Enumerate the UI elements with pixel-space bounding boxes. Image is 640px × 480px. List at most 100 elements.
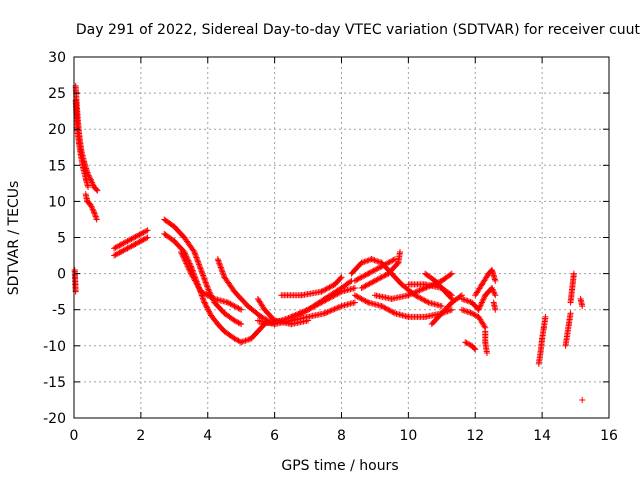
data-point xyxy=(362,272,369,279)
data-point xyxy=(382,272,389,279)
data-point xyxy=(319,287,326,294)
data-point xyxy=(231,335,238,342)
data-point xyxy=(214,256,221,263)
data-point xyxy=(144,227,151,234)
data-point xyxy=(202,278,209,285)
data-point xyxy=(438,303,445,310)
data-point xyxy=(236,320,243,327)
data-point xyxy=(205,286,212,293)
data-point xyxy=(369,268,376,275)
data-point xyxy=(127,243,134,250)
data-point xyxy=(381,304,388,311)
data-point xyxy=(281,316,288,323)
data-point xyxy=(463,308,470,315)
data-point xyxy=(409,290,416,297)
data-point xyxy=(206,309,213,316)
data-point xyxy=(417,286,424,293)
data-point xyxy=(200,296,207,303)
data-point xyxy=(234,304,241,311)
data-point xyxy=(207,293,214,300)
data-point xyxy=(129,242,136,249)
data-point xyxy=(476,303,483,310)
data-point xyxy=(363,282,370,289)
data-point xyxy=(292,312,299,319)
data-point xyxy=(579,396,586,403)
data-point xyxy=(389,257,396,264)
data-point xyxy=(373,277,380,284)
data-point xyxy=(117,248,124,255)
data-point xyxy=(374,276,381,283)
data-point xyxy=(417,295,424,302)
data-point xyxy=(204,304,211,311)
data-point xyxy=(184,263,191,270)
data-point xyxy=(111,252,118,259)
data-point xyxy=(325,308,332,315)
data-point xyxy=(204,292,211,299)
data-point xyxy=(379,303,386,310)
data-point xyxy=(422,298,429,305)
data-point xyxy=(218,267,225,274)
series-arc-7 xyxy=(161,216,245,328)
data-point xyxy=(120,240,127,247)
data-point xyxy=(94,187,101,194)
data-point xyxy=(111,245,118,252)
data-point xyxy=(424,298,431,305)
x-tick-label: 16 xyxy=(600,428,618,444)
data-point xyxy=(324,309,331,316)
data-point xyxy=(347,278,354,285)
data-point xyxy=(201,275,208,282)
data-point xyxy=(288,313,295,320)
data-point xyxy=(361,272,368,279)
data-point xyxy=(365,257,372,264)
data-point xyxy=(483,350,490,357)
data-point xyxy=(382,305,389,312)
data-point xyxy=(91,210,98,217)
data-point xyxy=(361,297,368,304)
data-point xyxy=(245,336,252,343)
data-point xyxy=(201,299,208,306)
data-point xyxy=(115,250,122,257)
data-point xyxy=(323,285,330,292)
data-point xyxy=(117,241,124,248)
data-point xyxy=(92,212,99,219)
data-point xyxy=(291,312,298,319)
data-point xyxy=(338,274,345,281)
data-point xyxy=(375,264,382,271)
data-point xyxy=(226,300,233,307)
data-point xyxy=(238,306,245,313)
x-tick-label: 8 xyxy=(337,428,346,444)
series-arc-24 xyxy=(458,306,489,331)
data-point xyxy=(87,202,94,209)
data-point xyxy=(383,305,390,312)
data-point xyxy=(232,318,239,325)
data-point xyxy=(357,274,364,281)
data-point xyxy=(394,260,401,267)
data-point xyxy=(230,302,237,309)
data-point xyxy=(383,260,390,267)
data-point xyxy=(298,309,305,316)
data-point xyxy=(235,305,242,312)
data-point xyxy=(461,296,468,303)
data-point xyxy=(112,244,119,251)
data-point xyxy=(206,292,213,299)
data-point xyxy=(129,235,136,242)
data-point xyxy=(92,213,99,220)
data-point xyxy=(216,260,223,267)
data-point xyxy=(198,288,205,295)
data-point xyxy=(358,295,365,302)
data-point xyxy=(377,264,384,271)
data-point xyxy=(238,339,245,346)
data-point xyxy=(542,313,549,320)
data-point xyxy=(199,289,206,296)
data-point xyxy=(203,282,210,289)
data-point xyxy=(128,235,135,242)
series-arc-31 xyxy=(535,313,549,367)
data-point xyxy=(139,237,146,244)
data-point xyxy=(89,179,96,186)
data-point xyxy=(137,230,144,237)
data-point xyxy=(375,258,382,265)
data-point xyxy=(377,274,384,281)
data-point xyxy=(236,305,243,312)
data-point xyxy=(228,301,235,308)
